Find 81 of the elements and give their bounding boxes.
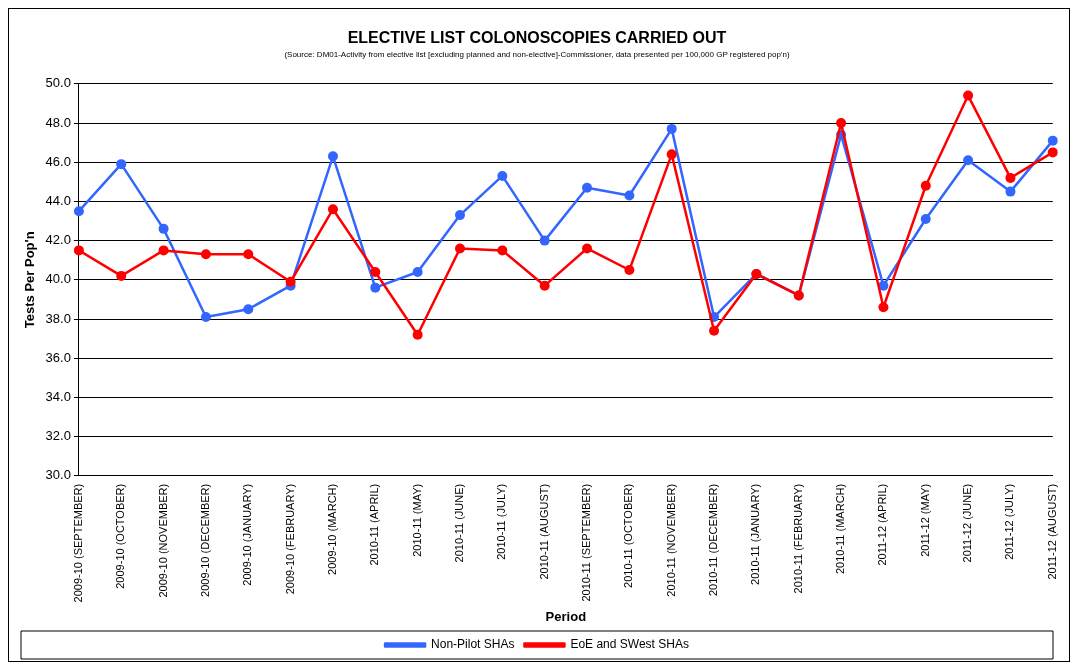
point [624, 190, 635, 201]
point [1047, 147, 1058, 158]
y-axis-title: Tests Per Pop'n [22, 231, 38, 329]
point [1047, 135, 1058, 146]
x-tick-label: 2010-11 (OCTOBER) [622, 483, 635, 588]
chart-subtitle: (Source: DM01-Activity from elective list [excluding planned and non-elective]-Commissioner, data presented per 100,000 GP registered pop'n) [284, 50, 790, 60]
point [666, 123, 677, 134]
point [412, 266, 423, 277]
legend-label: EoE and SWest SHAs [570, 637, 689, 652]
point [370, 282, 381, 293]
y-tick-label: 40.0 [45, 271, 71, 287]
x-tick-label: 2010-11 (APRIL) [368, 483, 381, 566]
point [73, 245, 84, 256]
y-tick-label: 36.0 [45, 349, 71, 365]
x-tick-label: 2010-11 (MARCH) [834, 483, 847, 575]
x-tick-label: 2009-10 (JANUARY) [241, 483, 254, 586]
y-tick-label: 32.0 [45, 428, 71, 444]
point [539, 235, 550, 246]
x-tick-label: 2011-12 (APRIL) [876, 483, 889, 566]
y-tick-label: 46.0 [45, 153, 71, 169]
point [624, 265, 635, 275]
point [454, 243, 465, 254]
point [243, 304, 254, 315]
x-tick-label: 2009-10 (FEBRUARY) [283, 483, 296, 595]
point [539, 280, 550, 291]
x-tick-label: 2009-10 (DECEMBER) [198, 483, 211, 597]
point [116, 159, 127, 170]
point [666, 149, 677, 160]
y-tick-label: 44.0 [45, 192, 71, 208]
x-tick-label: 2011-12 (JULY) [1003, 483, 1016, 560]
x-tick-label: 2010-11 (MAY) [410, 483, 423, 557]
y-tick-label: 38.0 [45, 310, 71, 326]
point [327, 151, 338, 162]
x-tick-label: 2010-11 (SEPTEMBER) [580, 483, 593, 602]
x-tick-label: 2009-10 (NOVEMBER) [156, 483, 169, 598]
point [285, 276, 296, 287]
point [243, 249, 254, 260]
x-tick-label: 2010-11 (NOVEMBER) [664, 483, 677, 597]
point [158, 223, 169, 234]
y-tick-label: 48.0 [45, 114, 71, 130]
x-tick-label: 2010-11 (JULY) [495, 483, 508, 560]
point [709, 325, 720, 336]
point [497, 170, 508, 181]
x-tick-label: 2011-12 (JUNE) [961, 483, 974, 563]
point [116, 270, 127, 281]
point [920, 180, 931, 191]
point [582, 243, 593, 254]
point [963, 90, 974, 101]
x-tick-label: 2011-12 (AUGUST) [1045, 483, 1058, 580]
x-tick-label: 2010-11 (JUNE) [453, 483, 466, 563]
legend-label: Non-Pilot SHAs [431, 637, 515, 652]
y-tick-label: 42.0 [45, 232, 71, 248]
point [73, 206, 84, 217]
point [412, 329, 423, 340]
x-tick-label: 2010-11 (JANUARY) [749, 483, 762, 585]
point [963, 155, 974, 166]
x-tick-label: 2011-12 (MAY) [918, 483, 931, 557]
point [158, 245, 169, 256]
x-axis-title: Period [545, 608, 587, 624]
point [200, 249, 211, 260]
x-tick-label: 2010-11 (AUGUST) [537, 483, 550, 580]
x-tick-label: 2010-11 (FEBRUARY) [791, 483, 804, 594]
point [920, 214, 931, 225]
y-tick-label: 34.0 [45, 388, 71, 404]
x-tick-label: 2009-10 (OCTOBER) [114, 483, 127, 589]
point [327, 204, 338, 215]
y-tick-label: 50.0 [45, 75, 71, 91]
point [200, 312, 211, 323]
x-tick-label: 2009-10 (SEPTEMBER) [71, 483, 84, 603]
point [370, 266, 381, 277]
x-tick-label: 2010-11 (DECEMBER) [707, 483, 720, 597]
point [454, 210, 465, 221]
point [1005, 172, 1016, 183]
x-tick-label: 2009-10 (MARCH) [325, 483, 338, 575]
point [878, 302, 889, 313]
point [497, 245, 508, 256]
point [582, 182, 593, 193]
y-tick-label: 30.0 [45, 467, 71, 483]
point [836, 118, 847, 128]
chart-title: ELECTIVE LIST COLONOSCOPIES CARRIED OUT [347, 29, 727, 47]
point [1005, 186, 1016, 197]
